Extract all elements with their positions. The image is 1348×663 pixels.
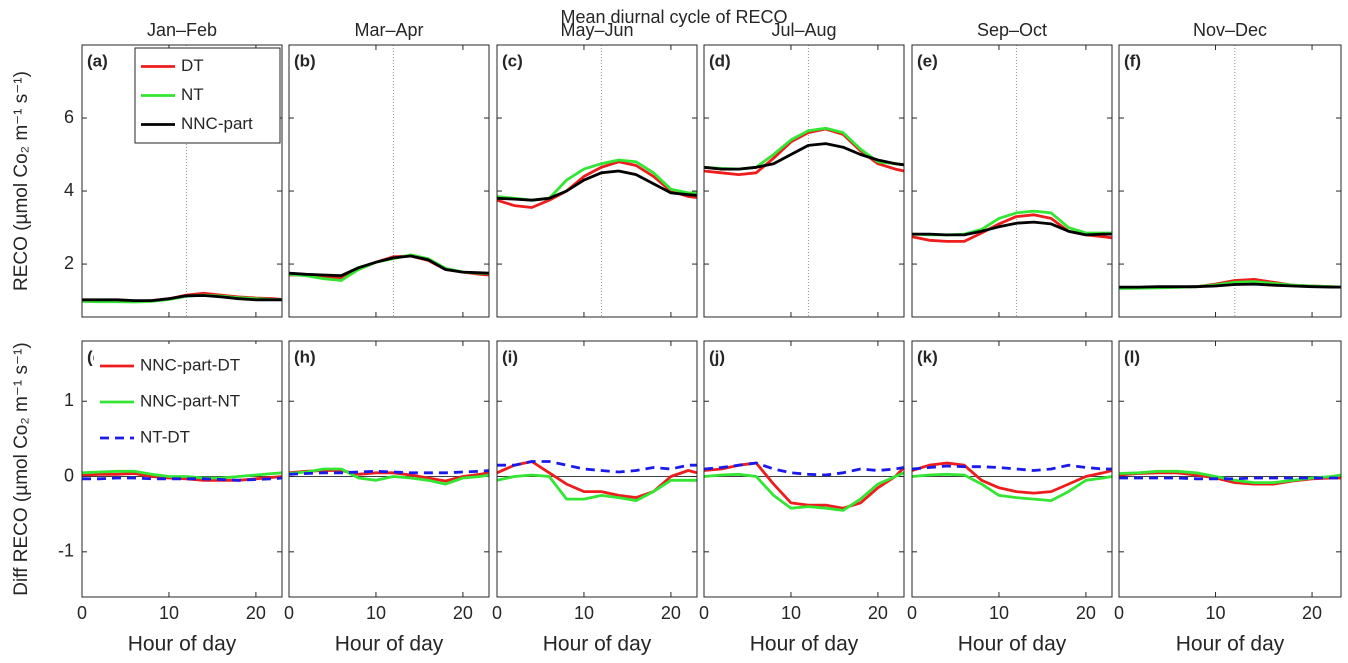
- plot-frame: [703, 44, 905, 318]
- panel-title: Nov–Dec: [1193, 20, 1267, 40]
- x-tick-label: 20: [868, 603, 888, 623]
- y-axis-label: RECO (µmol Co₂ m⁻¹ s⁻¹): [11, 71, 32, 291]
- series-line: [703, 471, 905, 512]
- legend-label: NNC-part-DT: [140, 355, 240, 374]
- series-line: [82, 476, 283, 482]
- series-line: [1119, 282, 1341, 289]
- plot-area: [497, 45, 697, 317]
- plot-frame: [1118, 340, 1342, 598]
- series-line: [497, 460, 697, 474]
- plot-frame: [1118, 44, 1342, 318]
- series-line: [496, 169, 698, 202]
- x-tick-label: 20: [661, 603, 681, 623]
- y-tick-label: 6: [64, 107, 74, 127]
- series-line: [496, 473, 697, 502]
- plot-area: [912, 341, 1112, 597]
- panel-title: May–Jun: [560, 20, 633, 40]
- panel-tag: (k): [917, 347, 938, 366]
- series-line: [911, 463, 1112, 472]
- plot-frame: [81, 340, 283, 598]
- plot-frame: [496, 44, 698, 318]
- series-line: [82, 294, 282, 302]
- x-axis-label: Hour of day: [958, 633, 1067, 656]
- panel-tag: (d): [709, 51, 731, 70]
- series-line: [496, 160, 698, 209]
- x-tick-label: 10: [989, 603, 1009, 623]
- x-axis-label: Hour of day: [1176, 633, 1285, 656]
- x-tick-label: 10: [574, 603, 594, 623]
- plot-frame: [288, 340, 490, 598]
- x-tick-label: 0: [492, 603, 502, 623]
- panel-tag: (e): [917, 51, 938, 70]
- x-tick-label: 10: [1206, 603, 1226, 623]
- x-tick-label: 0: [699, 603, 709, 623]
- plot-area: [1119, 45, 1341, 317]
- series-line: [288, 467, 490, 486]
- panel-tag: (h): [294, 347, 316, 366]
- plot-area: [1119, 341, 1341, 597]
- y-axis-label: Diff RECO (µmol Co₂ m⁻¹ s⁻¹): [11, 342, 32, 595]
- y-tick-label: 0: [64, 465, 74, 485]
- panel-title: Jan–Feb: [147, 20, 217, 40]
- series-line: [1118, 469, 1342, 484]
- panel-tag: (f): [1124, 51, 1141, 70]
- y-tick-label: 4: [64, 180, 74, 200]
- plot-frame: [911, 340, 1113, 598]
- legend-label: NNC-part: [181, 114, 253, 133]
- y-tick-label: -1: [58, 541, 74, 561]
- x-tick-label: 10: [781, 603, 801, 623]
- plot-frame: [288, 44, 490, 318]
- series-line: [288, 469, 490, 476]
- x-axis-label: Hour of day: [335, 633, 444, 656]
- panel-title: Sep–Oct: [977, 20, 1047, 40]
- legend-label: DT: [181, 56, 204, 75]
- series-line: [911, 472, 1113, 502]
- legend-label: NT-DT: [140, 427, 190, 446]
- x-tick-label: 0: [284, 603, 294, 623]
- series-line: [911, 461, 1113, 495]
- panel-tag: (c): [502, 51, 523, 70]
- plot-frame: [496, 340, 698, 598]
- series-line: [703, 142, 905, 171]
- legend-label: NNC-part-NT: [140, 391, 240, 410]
- x-tick-label: 20: [246, 603, 266, 623]
- series-line: [81, 469, 283, 480]
- x-tick-label: 10: [159, 603, 179, 623]
- series-line: [703, 461, 905, 477]
- series-line: [912, 220, 1112, 237]
- series-line: [288, 469, 490, 483]
- x-tick-label: 0: [77, 603, 87, 623]
- plot-frame: [911, 44, 1113, 318]
- panel-tag: (b): [294, 51, 316, 70]
- y-tick-label: 1: [64, 390, 74, 410]
- y-tick-label: 2: [64, 253, 74, 273]
- plot-frame: [81, 44, 283, 318]
- x-tick-label: 20: [1076, 603, 1096, 623]
- x-tick-label: 0: [907, 603, 917, 623]
- series-line: [288, 254, 490, 278]
- x-axis-label: Hour of day: [543, 633, 652, 656]
- series-line: [1119, 476, 1341, 481]
- series-line: [81, 472, 283, 482]
- panel-tag: (j): [709, 347, 725, 366]
- x-axis-label: Hour of day: [128, 633, 237, 656]
- plot-area: [912, 45, 1112, 317]
- x-axis-label: Hour of day: [750, 633, 859, 656]
- figure-title: Mean diurnal cycle of RECO: [560, 7, 787, 27]
- plot-frame: [703, 340, 905, 598]
- panel-title: Jul–Aug: [771, 20, 836, 40]
- panel-title: Mar–Apr: [354, 20, 423, 40]
- panel-tag: (i): [502, 347, 518, 366]
- x-tick-label: 0: [1114, 603, 1124, 623]
- x-tick-label: 10: [366, 603, 386, 623]
- panel-tag: (a): [87, 51, 108, 70]
- x-tick-label: 20: [453, 603, 473, 623]
- series-line: [703, 127, 905, 176]
- legend-label: NT: [181, 85, 204, 104]
- x-tick-label: 20: [1302, 603, 1322, 623]
- plot-area: [704, 45, 904, 317]
- panel-tag: (l): [1124, 347, 1140, 366]
